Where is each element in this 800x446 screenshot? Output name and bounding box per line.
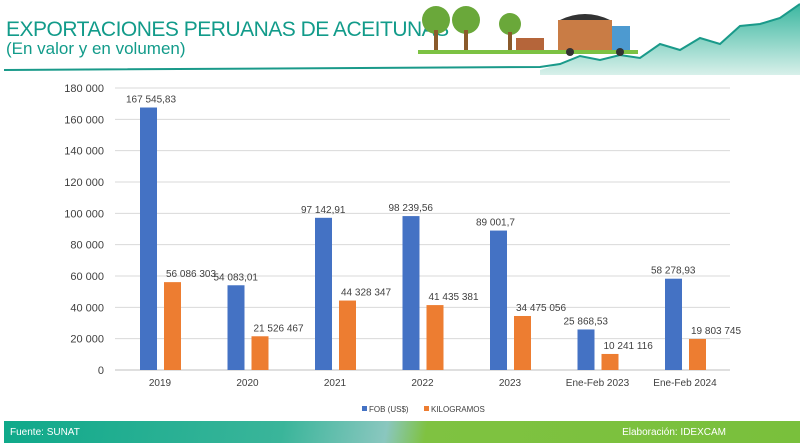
y-tick-label: 40 000	[70, 302, 104, 314]
bar-fob	[490, 230, 507, 370]
x-tick-label: 2021	[324, 378, 347, 389]
data-label: 98 239,56	[389, 203, 434, 214]
x-tick-label: 2019	[149, 378, 172, 389]
legend-label: KILOGRAMOS	[431, 405, 485, 414]
source-text: Fuente: SUNAT	[10, 427, 80, 438]
data-label: 56 086 303	[166, 269, 216, 280]
data-label: 19 803 745	[691, 326, 741, 337]
bar-fob	[665, 278, 682, 370]
y-tick-label: 160 000	[64, 114, 104, 126]
bar-fob	[315, 217, 332, 370]
data-label: 167 545,83	[126, 95, 176, 106]
x-tick-label: 2022	[411, 378, 434, 389]
bar-fob	[227, 285, 245, 370]
legend-label: FOB (US$)	[369, 405, 409, 414]
bar-kilogramos	[426, 305, 444, 370]
credit-text: Elaboración: IDEXCAM	[622, 427, 726, 438]
data-label: 21 526 467	[254, 323, 304, 334]
x-tick-label: Ene-Feb 2023	[566, 378, 630, 389]
data-label: 44 328 347	[341, 288, 391, 299]
data-label: 25 868,53	[564, 316, 609, 327]
bar-fob	[140, 107, 157, 370]
header-banner: EXPORTACIONES PERUANAS DE ACEITUNAS (En …	[0, 0, 800, 75]
y-tick-label: 100 000	[64, 208, 104, 220]
olive-farming-illustration	[418, 6, 638, 56]
y-tick-label: 0	[98, 365, 104, 377]
bar-kilogramos	[164, 282, 181, 370]
y-tick-label: 60 000	[70, 271, 104, 283]
bar-kilogramos	[689, 338, 706, 370]
legend-swatch	[362, 406, 367, 411]
y-tick-label: 180 000	[64, 83, 104, 95]
footer-bar: Fuente: SUNAT Elaboración: IDEXCAM	[4, 421, 800, 443]
data-label: 89 001,7	[476, 218, 515, 229]
x-tick-label: 2023	[499, 378, 522, 389]
bar-kilogramos	[514, 315, 531, 370]
bar-fob	[577, 329, 595, 370]
bar-kilogramos	[601, 353, 619, 370]
legend-swatch	[424, 406, 429, 411]
y-tick-label: 80 000	[70, 240, 104, 252]
x-tick-label: 2020	[236, 378, 259, 389]
rising-line-graphic	[3, 3, 800, 75]
data-label: 97 142,91	[301, 205, 346, 216]
data-label: 58 278,93	[651, 266, 696, 277]
page-title: EXPORTACIONES PERUANAS DE ACEITUNAS	[6, 18, 449, 41]
data-label: 41 435 381	[429, 292, 479, 303]
bar-chart: 0 20 000 40 000 60 000 80 000 100 000 120 000 1…	[64, 83, 741, 414]
y-tick-label: 120 000	[64, 177, 104, 189]
y-tick-label: 140 000	[64, 146, 104, 158]
bar-kilogramos	[251, 336, 269, 370]
y-tick-label: 20 000	[70, 334, 104, 346]
x-tick-label: Ene-Feb 2024	[653, 378, 717, 389]
data-label: 10 241 116	[604, 341, 654, 352]
bar-fob	[402, 216, 420, 370]
bar-kilogramos	[339, 300, 356, 370]
page-subtitle: (En valor y en volumen)	[6, 39, 186, 58]
data-label: 54 083,01	[214, 272, 259, 283]
data-label: 34 475 056	[516, 303, 566, 314]
